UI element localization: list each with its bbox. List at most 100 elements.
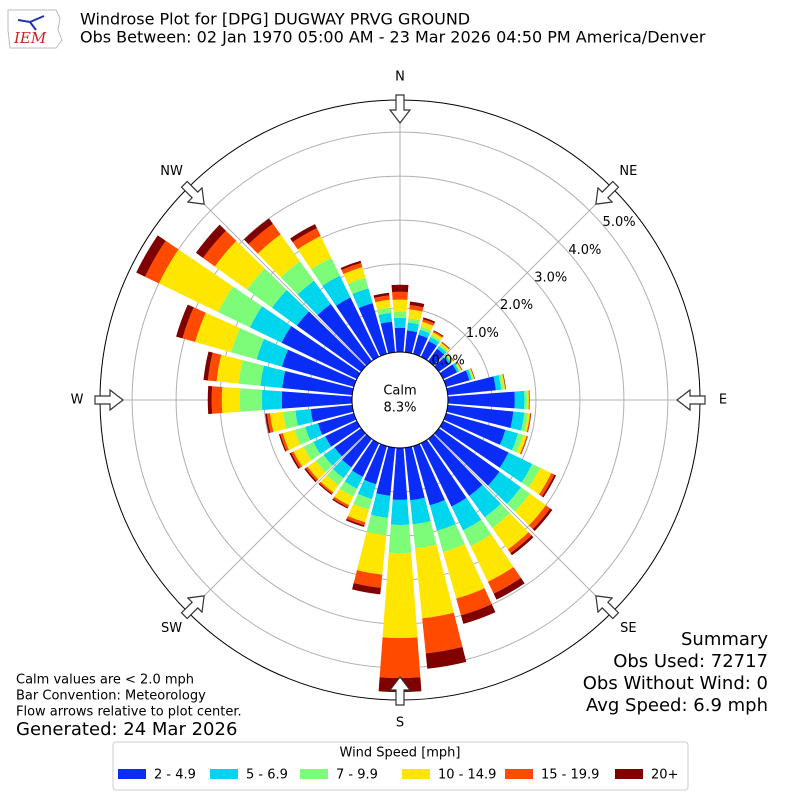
wind-bar <box>393 311 407 318</box>
wind-bar <box>539 473 555 497</box>
wind-bar <box>524 412 531 433</box>
wind-bar <box>433 330 444 337</box>
wind-bar <box>281 349 357 387</box>
direction-label: NE <box>619 164 637 179</box>
wind-bar <box>434 357 450 372</box>
wind-bar <box>507 532 532 554</box>
wind-bar <box>419 326 432 334</box>
legend-swatch <box>615 769 643 779</box>
wind-bar <box>366 514 389 536</box>
calm-label: Calm <box>383 384 416 399</box>
wind-bar <box>280 433 289 452</box>
wind-bar <box>325 420 361 447</box>
wind-bar <box>437 346 447 355</box>
calm-circle <box>351 351 449 449</box>
flow-arrow <box>676 388 706 412</box>
wind-bar <box>441 342 450 350</box>
wind-bar <box>290 224 317 243</box>
wind-bar <box>380 321 396 354</box>
wind-bar <box>468 368 474 380</box>
wind-bar <box>295 409 313 426</box>
wind-bar <box>484 503 511 529</box>
wind-bar <box>281 391 353 409</box>
wind-bar <box>340 260 362 270</box>
wind-bar <box>214 240 265 290</box>
wind-bar <box>521 412 528 432</box>
wind-bar <box>303 441 321 461</box>
wind-bar <box>439 420 509 468</box>
logo-mark <box>17 15 45 31</box>
wind-bar <box>249 306 292 343</box>
wind-bar <box>358 303 387 357</box>
legend-label: 10 - 14.9 <box>438 768 496 783</box>
wind-bar <box>404 446 425 501</box>
direction-label: S <box>396 716 404 731</box>
wind-bar <box>136 235 166 277</box>
wind-bar <box>256 338 289 367</box>
direction-label: N <box>395 70 405 85</box>
wind-bar <box>322 275 351 306</box>
wind-bar <box>493 577 525 600</box>
wind-bar <box>281 326 361 380</box>
wind-bar <box>410 497 431 525</box>
wind-bar <box>407 318 421 325</box>
legend-label: 7 - 9.9 <box>336 768 378 783</box>
wind-bar <box>469 484 501 518</box>
wind-bar <box>280 261 315 295</box>
wind-bar <box>221 386 241 414</box>
wind-bar <box>345 518 365 528</box>
wind-bar <box>374 295 390 303</box>
wind-bar <box>443 355 452 365</box>
wind-bar <box>390 499 410 525</box>
wind-bar <box>326 469 344 486</box>
legend-box <box>112 741 689 791</box>
wind-bar <box>404 330 418 354</box>
wind-bar <box>158 249 233 313</box>
wind-bar <box>144 240 179 284</box>
wind-bar <box>305 466 319 481</box>
wind-bar <box>243 218 273 245</box>
wind-bar <box>455 361 462 371</box>
wind-bar <box>231 328 264 360</box>
legend-label: 2 - 4.9 <box>154 768 196 783</box>
wind-bar <box>239 388 263 412</box>
grid-spoke <box>187 187 367 367</box>
wind-bar <box>341 262 363 274</box>
wind-bar <box>182 307 206 343</box>
wind-bar <box>332 498 349 509</box>
wind-bar <box>297 280 331 316</box>
wind-bar <box>432 331 444 338</box>
wind-bar <box>520 436 528 455</box>
wind-bar <box>265 413 271 434</box>
wind-bar <box>443 370 470 387</box>
wind-bar <box>278 433 287 452</box>
wind-bar <box>499 429 519 451</box>
wind-bar <box>294 426 311 445</box>
flow-arrow-shape <box>595 595 620 620</box>
flow-arrow-shape <box>595 180 620 205</box>
wind-bar <box>443 413 506 445</box>
summary-line: Avg Speed: 6.9 mph <box>586 695 768 716</box>
r-tick-label: 3.0% <box>534 270 567 285</box>
plot-area: N NE E SE S SW W NW Calm 8.3% 0.0%1.0%2.0%3.0%4.0%… <box>71 70 728 731</box>
wind-bar <box>393 317 407 329</box>
wind-bar <box>412 521 437 549</box>
wind-bar <box>422 319 435 326</box>
legend-swatch <box>300 769 328 779</box>
wind-bar <box>430 335 441 343</box>
logo: IEM <box>7 9 63 49</box>
wind-bar <box>511 433 524 453</box>
wind-bar <box>470 368 475 379</box>
wind-bar <box>469 368 475 380</box>
wind-bar <box>291 451 303 469</box>
wind-bar <box>334 488 354 506</box>
wind-bar <box>373 292 390 299</box>
wind-bar <box>420 321 434 331</box>
wind-bar <box>379 637 421 679</box>
wind-bar <box>446 353 454 363</box>
wind-bar <box>499 452 533 483</box>
wind-bar <box>447 353 454 362</box>
wind-bar <box>335 297 380 361</box>
wind-bar <box>352 582 381 595</box>
